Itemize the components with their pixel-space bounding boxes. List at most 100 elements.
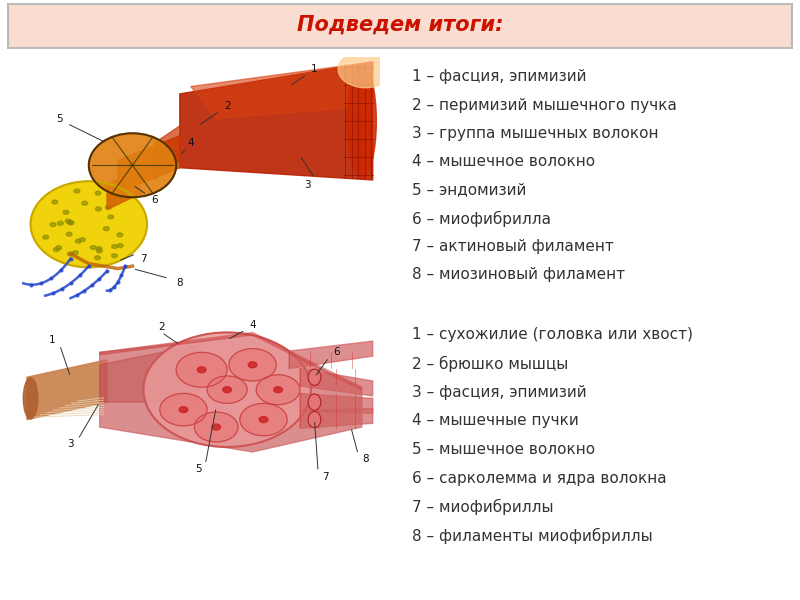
Text: 5 – эндомизий: 5 – эндомизий (412, 182, 526, 197)
Circle shape (74, 189, 80, 193)
Text: 3: 3 (304, 180, 310, 190)
Circle shape (111, 254, 118, 257)
Circle shape (117, 233, 123, 237)
Text: 2 – перимизий мышечного пучка: 2 – перимизий мышечного пучка (412, 98, 677, 113)
Text: 8: 8 (362, 454, 369, 464)
Text: 1 – фасция, эпимизий: 1 – фасция, эпимизий (412, 69, 586, 84)
Ellipse shape (308, 369, 321, 385)
Circle shape (179, 407, 188, 413)
Circle shape (79, 238, 86, 242)
Circle shape (194, 412, 238, 442)
Circle shape (56, 245, 62, 250)
Circle shape (90, 245, 96, 250)
Text: 5: 5 (194, 464, 202, 475)
Circle shape (229, 349, 276, 381)
Text: 1 – сухожилие (головка или хвост): 1 – сухожилие (головка или хвост) (412, 328, 693, 343)
Circle shape (63, 211, 69, 214)
Text: 2 – брюшко мышцы: 2 – брюшко мышцы (412, 356, 568, 372)
Polygon shape (300, 368, 373, 396)
Text: 7: 7 (140, 254, 146, 264)
Circle shape (160, 394, 207, 426)
Text: 4: 4 (250, 320, 256, 330)
Ellipse shape (338, 51, 393, 88)
Text: 3 – группа мышечных волокон: 3 – группа мышечных волокон (412, 126, 658, 141)
Circle shape (118, 244, 123, 247)
Circle shape (73, 251, 78, 254)
Circle shape (198, 367, 206, 373)
Circle shape (65, 219, 71, 223)
Text: 7 – миофибриллы: 7 – миофибриллы (412, 499, 554, 515)
Circle shape (95, 191, 101, 195)
Polygon shape (118, 136, 180, 192)
Text: 5 – мышечное волокно: 5 – мышечное волокно (412, 442, 595, 457)
Text: 3 – фасция, эпимизий: 3 – фасция, эпимизий (412, 385, 586, 400)
Text: 2: 2 (158, 322, 165, 332)
Circle shape (43, 235, 49, 239)
Circle shape (50, 223, 56, 227)
Polygon shape (300, 394, 373, 413)
Text: 6: 6 (151, 194, 158, 205)
Polygon shape (100, 345, 198, 402)
Circle shape (176, 352, 227, 387)
Polygon shape (300, 409, 373, 428)
Circle shape (67, 220, 73, 224)
Circle shape (58, 221, 63, 225)
Ellipse shape (89, 133, 176, 197)
Circle shape (52, 200, 58, 204)
Text: 8 – филаменты миофибриллы: 8 – филаменты миофибриллы (412, 528, 652, 544)
Text: 1: 1 (311, 64, 318, 74)
Ellipse shape (308, 394, 321, 410)
Circle shape (143, 332, 311, 447)
Circle shape (274, 387, 282, 392)
FancyBboxPatch shape (8, 4, 792, 48)
Polygon shape (100, 335, 362, 452)
Circle shape (259, 416, 268, 422)
Text: 7 – актиновый филамент: 7 – актиновый филамент (412, 239, 614, 254)
Circle shape (97, 249, 102, 253)
Circle shape (240, 403, 287, 436)
Polygon shape (107, 175, 143, 209)
Circle shape (95, 207, 102, 211)
Text: 2: 2 (224, 101, 230, 111)
Ellipse shape (308, 412, 321, 428)
Circle shape (112, 245, 118, 248)
Polygon shape (180, 62, 373, 180)
Circle shape (256, 375, 300, 404)
Circle shape (222, 387, 231, 392)
Circle shape (96, 247, 102, 251)
Text: 6 – сарколемма и ядра волокна: 6 – сарколемма и ядра волокна (412, 470, 666, 485)
Circle shape (94, 256, 101, 260)
Ellipse shape (23, 378, 38, 419)
Circle shape (54, 248, 59, 251)
Text: 8: 8 (177, 278, 183, 289)
Circle shape (66, 232, 72, 236)
Polygon shape (154, 126, 180, 180)
Circle shape (75, 239, 81, 243)
Polygon shape (190, 62, 373, 118)
Circle shape (67, 252, 74, 256)
Ellipse shape (347, 64, 376, 178)
Text: 6: 6 (333, 347, 340, 358)
Text: Подведем итоги:: Подведем итоги: (297, 14, 503, 34)
Text: 1: 1 (49, 335, 56, 345)
Text: 4 – мышечные пучки: 4 – мышечные пучки (412, 413, 578, 428)
Text: 7: 7 (322, 472, 329, 482)
Polygon shape (27, 360, 107, 419)
Circle shape (68, 221, 74, 225)
Text: 6 – миофибрилла: 6 – миофибрилла (412, 211, 550, 227)
Text: 4: 4 (187, 138, 194, 148)
Text: 4 – мышечное волокно: 4 – мышечное волокно (412, 154, 595, 169)
Circle shape (212, 424, 221, 430)
Circle shape (106, 205, 111, 209)
Text: 3: 3 (67, 439, 74, 449)
Polygon shape (289, 341, 373, 368)
Text: 8 – миозиновый филамент: 8 – миозиновый филамент (412, 268, 625, 283)
Text: 5: 5 (56, 113, 63, 124)
Circle shape (103, 227, 109, 230)
Polygon shape (100, 332, 362, 390)
Circle shape (82, 201, 87, 205)
Circle shape (207, 376, 247, 403)
Circle shape (248, 362, 257, 368)
Ellipse shape (30, 181, 147, 268)
Circle shape (108, 215, 114, 219)
